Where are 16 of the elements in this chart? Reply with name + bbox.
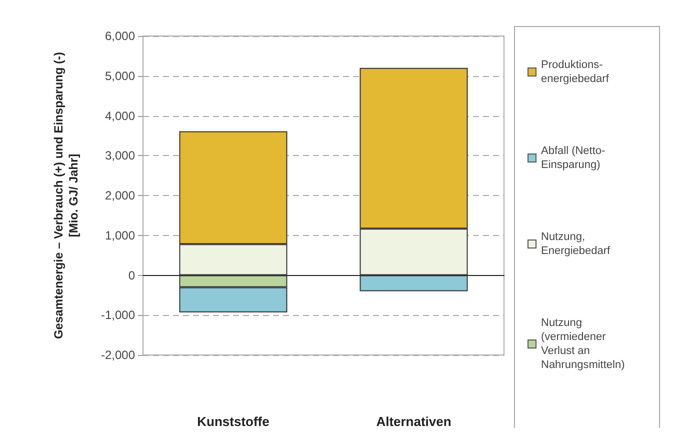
x-tick-label: Alternativen bbox=[376, 414, 452, 429]
y-tick-label: 6,000 bbox=[104, 29, 136, 43]
y-tick-label: 0 bbox=[128, 268, 136, 282]
legend-label: Nutzung, Energiebedarf bbox=[541, 231, 612, 257]
y-tick-label: 4,000 bbox=[104, 108, 136, 123]
y-tick-label: 1,000 bbox=[104, 228, 136, 242]
y-tick-label: 5,000 bbox=[104, 68, 136, 83]
y-axis-title: Gesamtenergie – Verbrauch (+) und Einsparung (-) [Mio. GJ/ Jahr] bbox=[52, 52, 80, 340]
legend-label: Abfall (Netto-Einsparung) bbox=[541, 145, 606, 171]
y-tick-label: 2,000 bbox=[104, 188, 136, 202]
x-tick-label: Kunststoffe bbox=[197, 414, 270, 429]
legend-label: Produktions-energiebedarf bbox=[541, 59, 610, 85]
y-tick-label: -1,000 bbox=[100, 308, 136, 322]
y-tick-label: 3,000 bbox=[104, 148, 136, 163]
legend-label: Nutzung (vermiedener Verlust an Nahrungsmitteln) bbox=[541, 317, 625, 371]
y-tick-label: -2,000 bbox=[100, 348, 136, 362]
